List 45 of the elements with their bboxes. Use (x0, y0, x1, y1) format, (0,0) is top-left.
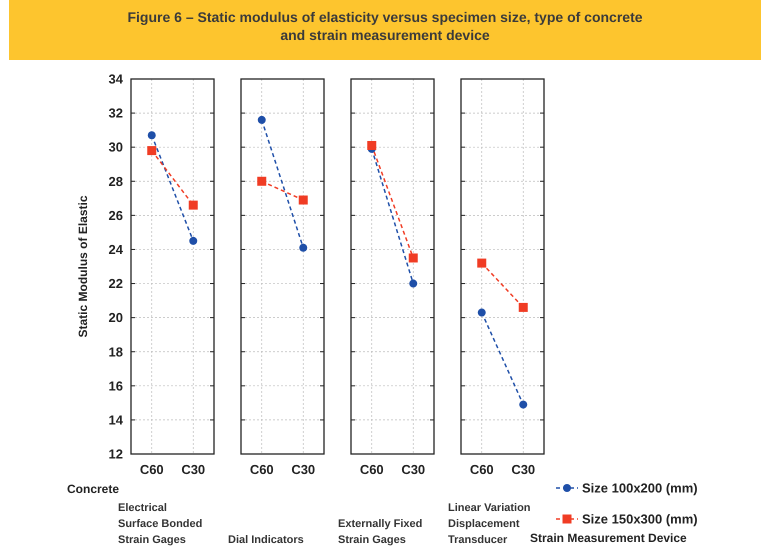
y-tick-label: 34 (108, 72, 124, 87)
y-axis-title: Static Modulus of Elastic (76, 195, 90, 338)
x-tick-label: C60 (470, 462, 494, 477)
x-tick-label: C30 (511, 462, 536, 477)
point (258, 116, 266, 124)
legend-label: Size 150x300 (mm) (582, 512, 698, 527)
x-axis-title: Linear Variation Displacement Transducer (448, 502, 531, 546)
y-tick-label: 22 (108, 276, 123, 292)
x-tick-label: C30 (181, 462, 206, 477)
y-tick-label: 16 (108, 378, 123, 394)
text: Figure 6 – Static modulus of elasticity versus specimen size, type of concrete and strain measurement device (127, 9, 643, 43)
y-tick-label: 26 (108, 208, 123, 223)
y-tick-label: 30 (108, 140, 123, 155)
y-tick-label: 28 (108, 174, 123, 189)
x-axis-title: Externally Fixed Strain Gages (338, 518, 422, 546)
x-tick-label: C30 (291, 462, 316, 477)
y-tick-label: 20 (108, 310, 123, 326)
x-tick-label: C60 (360, 462, 384, 477)
point (478, 308, 486, 317)
x-axis-title: Electrical Surface Bonded Strain Gages (118, 502, 202, 546)
point (518, 302, 528, 312)
point (189, 236, 198, 245)
point (408, 253, 418, 262)
point (367, 140, 376, 150)
point (519, 400, 528, 409)
text: Concrete (67, 482, 120, 496)
y-tick-label: 14 (108, 412, 124, 428)
legend-title: Strain Measurement Device (530, 531, 688, 545)
point (298, 196, 308, 205)
x-tick-label: C30 (401, 462, 426, 477)
point (409, 280, 418, 288)
y-tick-label: 32 (108, 106, 123, 121)
y-tick-label: 24 (108, 242, 124, 258)
x-tick-label: C60 (140, 462, 164, 477)
point (147, 146, 156, 156)
point (477, 258, 486, 268)
legend-label: Size 100x200 (mm) (582, 480, 698, 496)
point (299, 244, 308, 252)
x-axis-title: Dial Indicators (228, 534, 304, 546)
point (148, 131, 156, 140)
point (257, 176, 266, 186)
x-tick-label: C60 (250, 462, 274, 477)
y-tick-label: 12 (108, 446, 123, 462)
point (188, 200, 198, 210)
y-tick-label: 18 (108, 344, 123, 360)
